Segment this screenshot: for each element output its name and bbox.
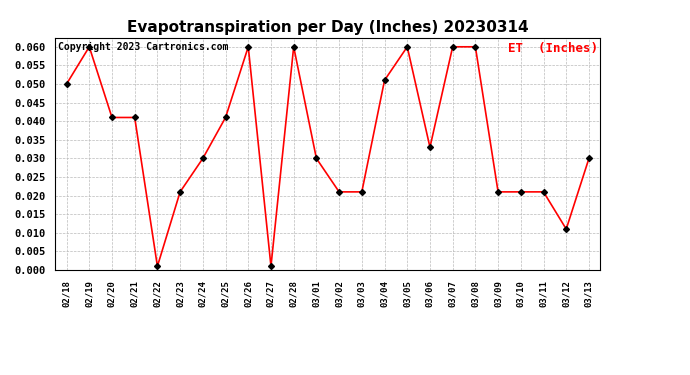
Text: ET  (Inches): ET (Inches) [508, 42, 598, 55]
Text: Copyright 2023 Cartronics.com: Copyright 2023 Cartronics.com [58, 42, 228, 52]
Title: Evapotranspiration per Day (Inches) 20230314: Evapotranspiration per Day (Inches) 2023… [127, 20, 529, 35]
